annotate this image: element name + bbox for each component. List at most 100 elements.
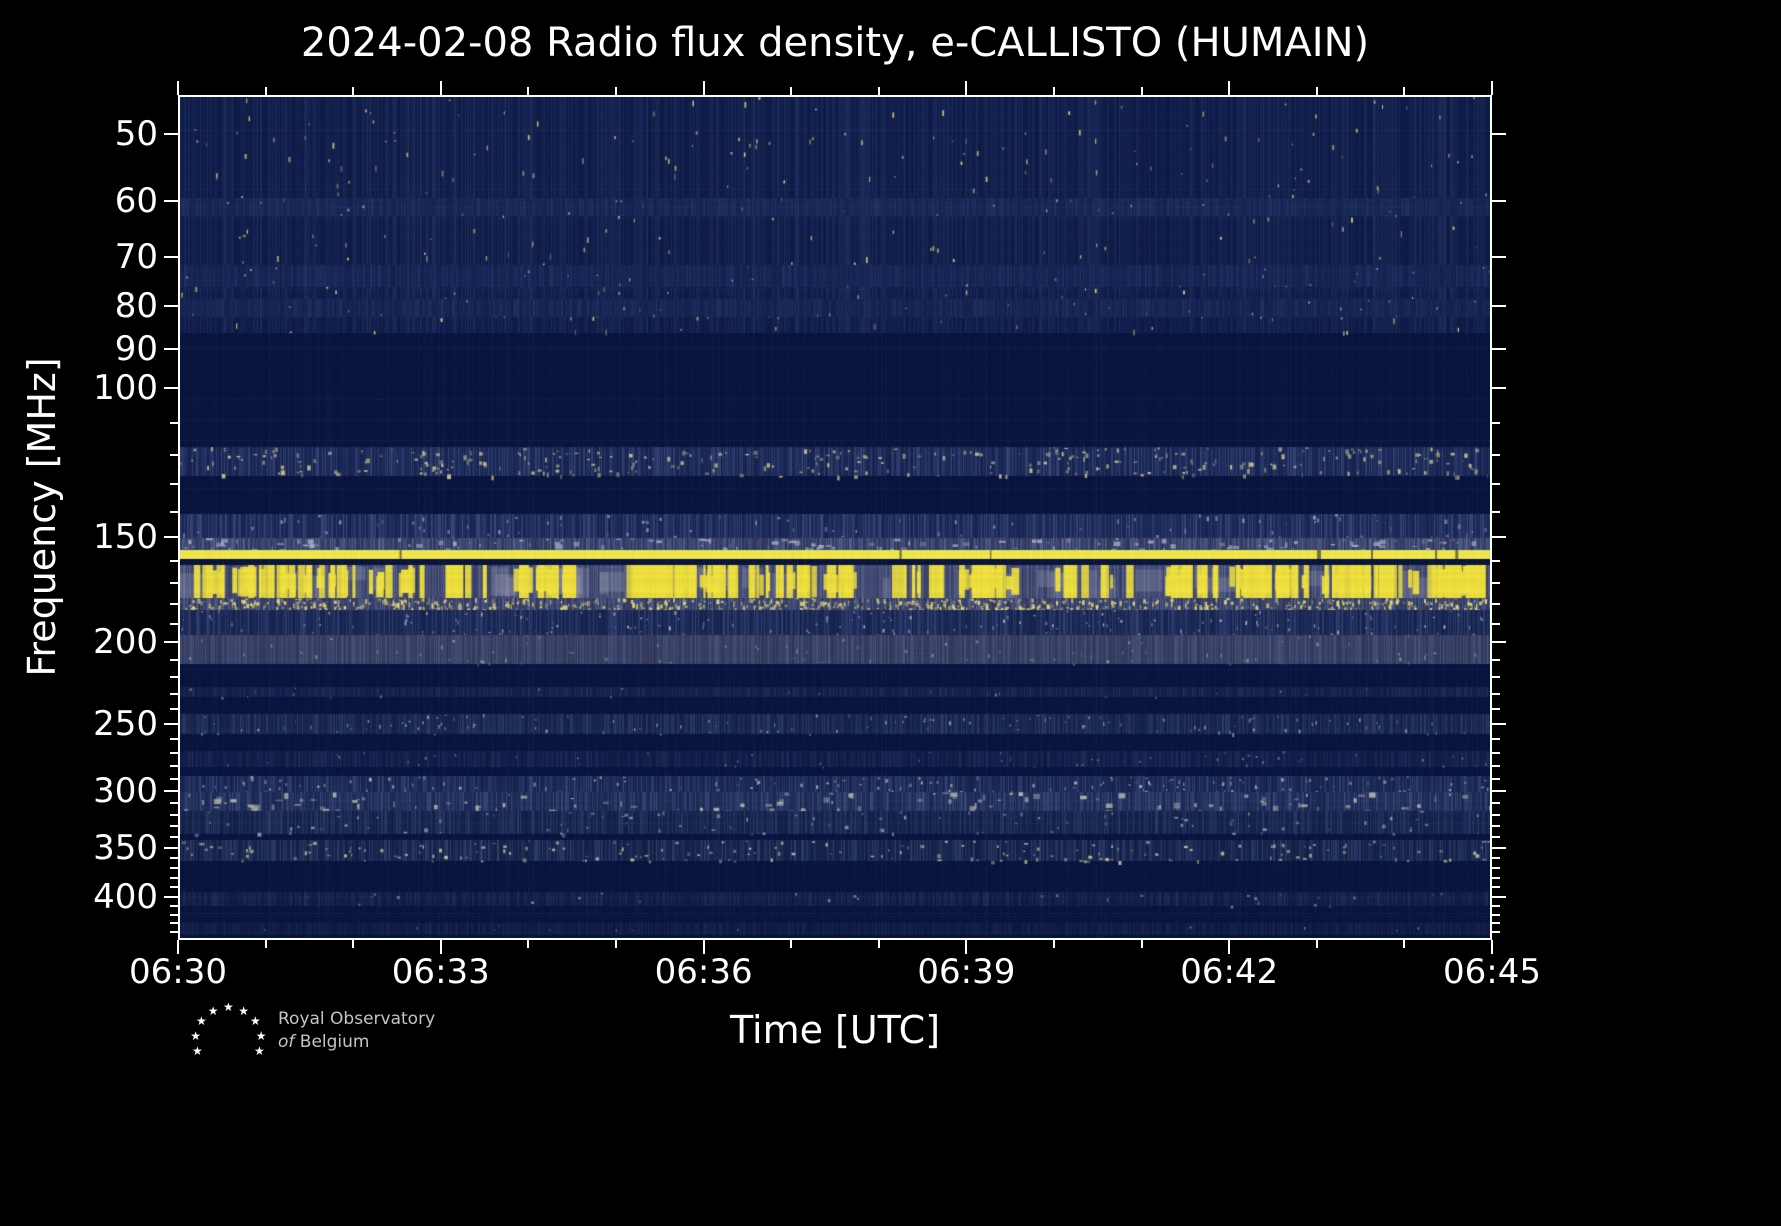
axis-tick xyxy=(170,483,178,485)
axis-tick xyxy=(1053,940,1055,948)
axis-tick xyxy=(170,738,178,740)
y-tick-label: 80 xyxy=(114,286,158,326)
y-tick-label: 400 xyxy=(93,877,158,917)
axis-tick xyxy=(702,940,705,954)
axis-tick xyxy=(790,87,793,95)
x-tick-label: 06:36 xyxy=(654,952,753,992)
axis-tick xyxy=(352,87,355,95)
axis-tick xyxy=(1492,922,1500,924)
axis-tick xyxy=(1491,81,1493,95)
axis-tick xyxy=(1492,814,1500,816)
axis-tick xyxy=(1492,708,1500,710)
axis-tick xyxy=(439,81,442,95)
axis-tick xyxy=(164,723,178,725)
axis-tick xyxy=(1492,914,1500,916)
axis-tick xyxy=(1492,847,1506,849)
axis-tick xyxy=(170,511,178,513)
axis-tick xyxy=(1492,693,1500,695)
axis-tick xyxy=(177,81,179,95)
axis-tick xyxy=(170,931,178,933)
axis-tick xyxy=(1492,536,1506,538)
axis-tick xyxy=(877,87,880,95)
axis-tick xyxy=(1492,790,1506,792)
x-tick-label: 06:42 xyxy=(1180,952,1279,992)
axis-tick xyxy=(1492,802,1500,804)
axis-tick xyxy=(1492,256,1506,258)
axis-tick xyxy=(965,940,968,954)
axis-tick xyxy=(1492,886,1500,888)
axis-tick xyxy=(1492,483,1500,485)
axis-tick xyxy=(164,256,178,258)
rob-logo-text: Royal Observatory of Belgium xyxy=(278,1008,435,1054)
axis-tick xyxy=(1492,200,1506,202)
axis-tick xyxy=(1228,81,1231,95)
axis-tick xyxy=(164,790,178,792)
chart-title: 2024-02-08 Radio flux density, e-CALLIST… xyxy=(300,20,1370,66)
axis-tick xyxy=(1492,778,1500,780)
axis-tick xyxy=(170,765,178,767)
axis-tick xyxy=(527,940,530,948)
star-icon: ★ xyxy=(207,1003,219,1018)
y-tick-label: 100 xyxy=(93,368,158,408)
axis-tick xyxy=(1053,87,1055,95)
axis-tick xyxy=(1492,422,1500,424)
axis-tick xyxy=(527,87,530,95)
star-icon: ★ xyxy=(195,1014,207,1029)
axis-tick xyxy=(170,422,178,424)
x-axis-label: Time [UTC] xyxy=(729,1008,941,1052)
axis-tick xyxy=(352,940,355,948)
axis-tick xyxy=(1492,387,1506,389)
axis-tick xyxy=(170,560,178,562)
axis-tick xyxy=(1492,857,1500,859)
axis-tick xyxy=(1228,940,1231,954)
axis-tick xyxy=(1491,940,1493,954)
x-tick-label: 06:39 xyxy=(917,952,1016,992)
axis-tick xyxy=(264,940,267,948)
axis-tick xyxy=(1492,641,1506,643)
axis-tick xyxy=(170,922,178,924)
axis-tick xyxy=(1492,305,1506,307)
axis-tick xyxy=(1403,87,1406,95)
axis-tick xyxy=(170,676,178,678)
axis-tick xyxy=(1140,87,1143,95)
axis-tick xyxy=(1492,659,1500,661)
axis-tick xyxy=(170,825,178,827)
x-tick-label: 06:30 xyxy=(129,952,227,992)
axis-tick xyxy=(1492,676,1500,678)
axis-tick xyxy=(1492,877,1500,879)
axis-tick xyxy=(1492,723,1506,725)
axis-tick xyxy=(1492,133,1506,135)
star-icon: ★ xyxy=(223,1000,234,1014)
axis-tick xyxy=(1492,905,1500,907)
star-icon: ★ xyxy=(255,1028,267,1043)
star-icon: ★ xyxy=(250,1014,261,1029)
spectrogram-canvas xyxy=(178,95,1492,940)
axis-tick xyxy=(1492,560,1500,562)
y-tick-label: 50 xyxy=(114,114,158,154)
axis-tick xyxy=(170,659,178,661)
axis-tick xyxy=(170,905,178,907)
axis-tick xyxy=(1492,348,1506,350)
axis-tick xyxy=(170,867,178,869)
x-tick-label: 06:33 xyxy=(391,952,490,992)
axis-tick xyxy=(164,536,178,538)
axis-tick xyxy=(1140,940,1143,948)
axis-tick xyxy=(1492,867,1500,869)
axis-tick xyxy=(170,603,178,605)
star-icon: ★ xyxy=(190,1028,202,1043)
axis-tick xyxy=(170,857,178,859)
y-tick-label: 350 xyxy=(93,828,158,868)
y-tick-label: 250 xyxy=(93,704,158,744)
rob-logo-line1: Royal Observatory xyxy=(278,1009,436,1029)
star-icon: ★ xyxy=(238,1003,249,1018)
axis-tick xyxy=(170,877,178,879)
axis-tick xyxy=(1492,836,1500,838)
y-tick-label: 70 xyxy=(114,237,158,277)
axis-tick xyxy=(1492,582,1500,584)
axis-tick xyxy=(170,914,178,916)
axis-tick xyxy=(1492,896,1506,898)
axis-tick xyxy=(965,81,968,95)
star-icon: ★ xyxy=(254,1044,265,1059)
axis-tick xyxy=(170,802,178,804)
